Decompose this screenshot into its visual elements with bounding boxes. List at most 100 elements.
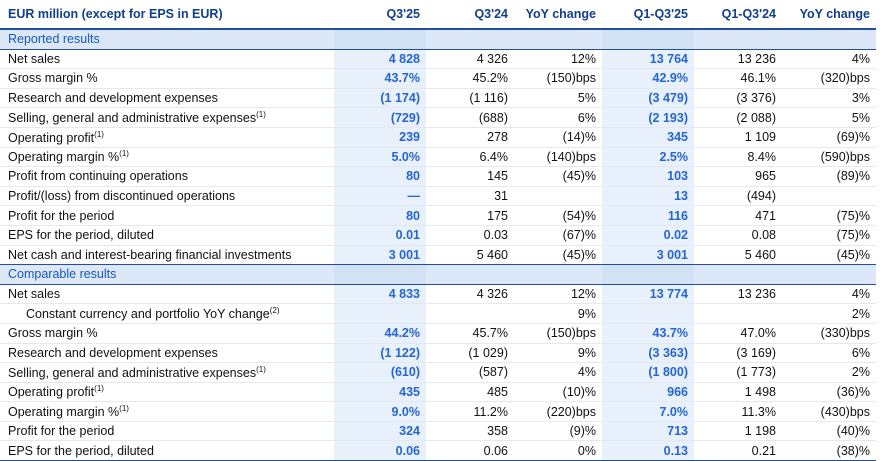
label-text: Operating profit bbox=[8, 385, 95, 400]
value-cell bbox=[426, 303, 514, 324]
value-cell: (1 800) bbox=[602, 362, 694, 383]
value-cell: 0.01 bbox=[334, 225, 426, 246]
data-row: Constant currency and portfolio YoY chan… bbox=[0, 303, 876, 324]
column-header: YoY change bbox=[514, 0, 602, 30]
header-row: EUR million (except for EPS in EUR) Q3'25… bbox=[0, 0, 876, 30]
value-cell: 1 109 bbox=[694, 127, 782, 148]
value-cell: 9% bbox=[514, 303, 602, 324]
value-cell: (590)bps bbox=[782, 147, 876, 168]
label-text: Profit for the period bbox=[8, 424, 115, 439]
data-row: Net cash and interest-bearing financial … bbox=[0, 245, 876, 266]
value-cell: 0.03 bbox=[426, 225, 514, 246]
value-cell: 9.0% bbox=[334, 401, 426, 422]
value-cell: (45)% bbox=[514, 245, 602, 266]
value-cell: (45)% bbox=[514, 166, 602, 187]
cell bbox=[334, 264, 426, 285]
row-label: Research and development expenses bbox=[0, 88, 334, 109]
value-cell: (1 773) bbox=[694, 362, 782, 383]
value-cell: (150)bps bbox=[514, 323, 602, 344]
value-cell: (75)% bbox=[782, 205, 876, 226]
value-cell: 2% bbox=[782, 362, 876, 383]
value-cell: 31 bbox=[426, 186, 514, 207]
value-cell bbox=[694, 303, 782, 324]
value-cell: 13 764 bbox=[602, 49, 694, 70]
value-cell: 145 bbox=[426, 166, 514, 187]
cell bbox=[334, 29, 426, 50]
column-header: Q1-Q3'25 bbox=[602, 0, 694, 30]
value-cell: (40)% bbox=[782, 421, 876, 442]
value-cell: 103 bbox=[602, 166, 694, 187]
value-cell: (1 174) bbox=[334, 88, 426, 109]
value-cell: 5 460 bbox=[426, 245, 514, 266]
value-cell: 485 bbox=[426, 382, 514, 403]
value-cell: 4% bbox=[514, 362, 602, 383]
row-label: Constant currency and portfolio YoY chan… bbox=[0, 303, 334, 324]
data-row: Operating margin %(1) 5.0% 6.4% (140)bps 2.5… bbox=[0, 147, 876, 168]
value-cell: 435 bbox=[334, 382, 426, 403]
row-label: Profit for the period bbox=[0, 421, 334, 442]
value-cell: 3 001 bbox=[334, 245, 426, 266]
row-label: Selling, general and administrative expe… bbox=[0, 107, 334, 128]
footnote-mark: (1) bbox=[119, 404, 129, 413]
column-header: Q1-Q3'24 bbox=[694, 0, 782, 30]
data-row: Net sales 4 833 4 326 12% 13 774 13 236 4% bbox=[0, 284, 876, 305]
row-label: Profit/(loss) from discontinued operatio… bbox=[0, 186, 334, 207]
value-cell: 47.0% bbox=[694, 323, 782, 344]
value-cell: 4% bbox=[782, 49, 876, 70]
row-label: Operating margin %(1) bbox=[0, 401, 334, 422]
value-cell: 239 bbox=[334, 127, 426, 148]
value-cell: 13 236 bbox=[694, 284, 782, 305]
data-row: EPS for the period, diluted 0.06 0.06 0% 0.1… bbox=[0, 440, 876, 461]
value-cell: 6.4% bbox=[426, 147, 514, 168]
label-text: Net sales bbox=[8, 287, 61, 302]
label-text: Selling, general and administrative expe… bbox=[8, 365, 257, 380]
value-cell: 6% bbox=[514, 107, 602, 128]
value-cell: (2 193) bbox=[602, 107, 694, 128]
value-cell: 2% bbox=[782, 303, 876, 324]
footnote-mark: (1) bbox=[94, 129, 104, 139]
value-cell: 0.08 bbox=[694, 225, 782, 246]
value-cell bbox=[334, 303, 426, 324]
value-cell: 3 001 bbox=[602, 245, 694, 266]
value-cell: 80 bbox=[334, 205, 426, 226]
value-cell: (220)bps bbox=[514, 401, 602, 422]
label-text: Operating profit bbox=[8, 130, 95, 145]
value-cell: 4 833 bbox=[334, 284, 426, 305]
cell bbox=[426, 29, 514, 50]
value-cell: — bbox=[334, 186, 426, 207]
value-cell: 0.13 bbox=[602, 440, 694, 461]
value-cell: 45.7% bbox=[426, 323, 514, 344]
label-text: Operating margin % bbox=[8, 405, 120, 420]
column-header: YoY change bbox=[782, 0, 876, 30]
row-label: Selling, general and administrative expe… bbox=[0, 362, 334, 383]
value-cell: (140)bps bbox=[514, 147, 602, 168]
value-cell: 7.0% bbox=[602, 401, 694, 422]
value-cell: 345 bbox=[602, 127, 694, 148]
row-label: Net sales bbox=[0, 284, 334, 305]
value-cell: 2.5% bbox=[602, 147, 694, 168]
value-cell: 0.06 bbox=[426, 440, 514, 461]
column-header: Q3'25 bbox=[334, 0, 426, 30]
value-cell: 42.9% bbox=[602, 68, 694, 89]
value-cell: 8.4% bbox=[694, 147, 782, 168]
label-text: Selling, general and administrative expe… bbox=[8, 111, 257, 126]
data-row: Gross margin % 44.2% 45.7% (150)bps 43.7% 47.… bbox=[0, 323, 876, 344]
data-row: Gross margin % 43.7% 45.2% (150)bps 42.9% 46.… bbox=[0, 68, 876, 89]
data-row: Research and development expenses (1 174)… bbox=[0, 88, 876, 109]
value-cell: (610) bbox=[334, 362, 426, 383]
value-cell: 5.0% bbox=[334, 147, 426, 168]
footnote-mark: (1) bbox=[256, 110, 266, 120]
section-title: Reported results bbox=[0, 29, 334, 50]
row-label: EPS for the period, diluted bbox=[0, 440, 334, 461]
value-cell: 4 828 bbox=[334, 49, 426, 70]
value-cell: 6% bbox=[782, 343, 876, 364]
value-cell: (1 116) bbox=[426, 88, 514, 109]
value-cell bbox=[514, 186, 602, 207]
value-cell: 46.1% bbox=[694, 68, 782, 89]
row-label: Operating profit(1) bbox=[0, 382, 334, 403]
value-cell: (54)% bbox=[514, 205, 602, 226]
value-cell: (1 029) bbox=[426, 343, 514, 364]
value-cell: 5% bbox=[514, 88, 602, 109]
value-cell: 0.21 bbox=[694, 440, 782, 461]
value-cell: 45.2% bbox=[426, 68, 514, 89]
